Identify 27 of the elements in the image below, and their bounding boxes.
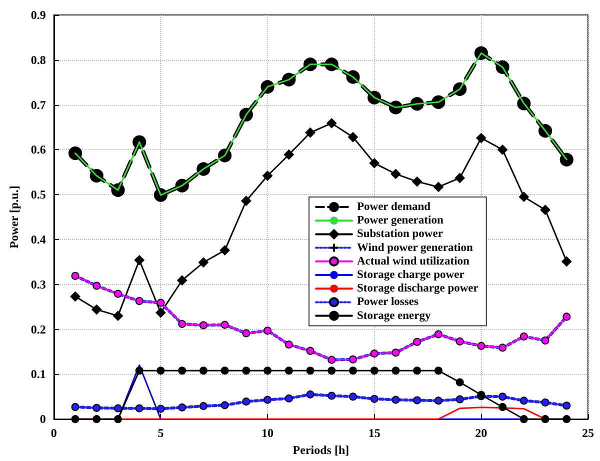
y-tick-label: 0.8 [30, 52, 46, 67]
x-tick-label: 20 [475, 426, 488, 440]
legend-label: Power demand [357, 201, 432, 213]
y-tick-label: 0.5 [30, 188, 46, 202]
y-tick-label: 0.2 [30, 322, 46, 336]
legend-label: Power losses [357, 296, 419, 308]
legend-label: Actual wind utilization [357, 255, 470, 268]
legend-label: Power generation [357, 214, 444, 227]
legend-label: Storage energy [357, 310, 432, 322]
legend-label: Substation power [357, 228, 443, 240]
y-axis-title: Power [p.u.] [7, 186, 21, 248]
x-tick-label: 10 [262, 426, 274, 440]
y-tick-label: 0.9 [30, 8, 46, 22]
y-tick-label: 0.6 [30, 142, 46, 157]
x-tick-label: 15 [368, 426, 380, 440]
legend-label: Wind power generation [357, 242, 474, 254]
legend-label: Storage charge power [357, 269, 464, 281]
x-tick-label: 0 [50, 426, 57, 440]
legend-label: Storage discharge power [357, 282, 478, 295]
x-axis-title: Periods [h] [292, 443, 350, 457]
y-tick-label: 0.3 [30, 277, 46, 292]
y-tick-label: 0.4 [30, 232, 46, 246]
x-tick-label: 5 [158, 426, 164, 440]
y-tick-label: 0 [40, 412, 46, 426]
x-tick-label: 25 [582, 426, 594, 440]
y-tick-label: 0.7 [30, 98, 46, 112]
y-tick-label: 0.1 [30, 367, 46, 382]
